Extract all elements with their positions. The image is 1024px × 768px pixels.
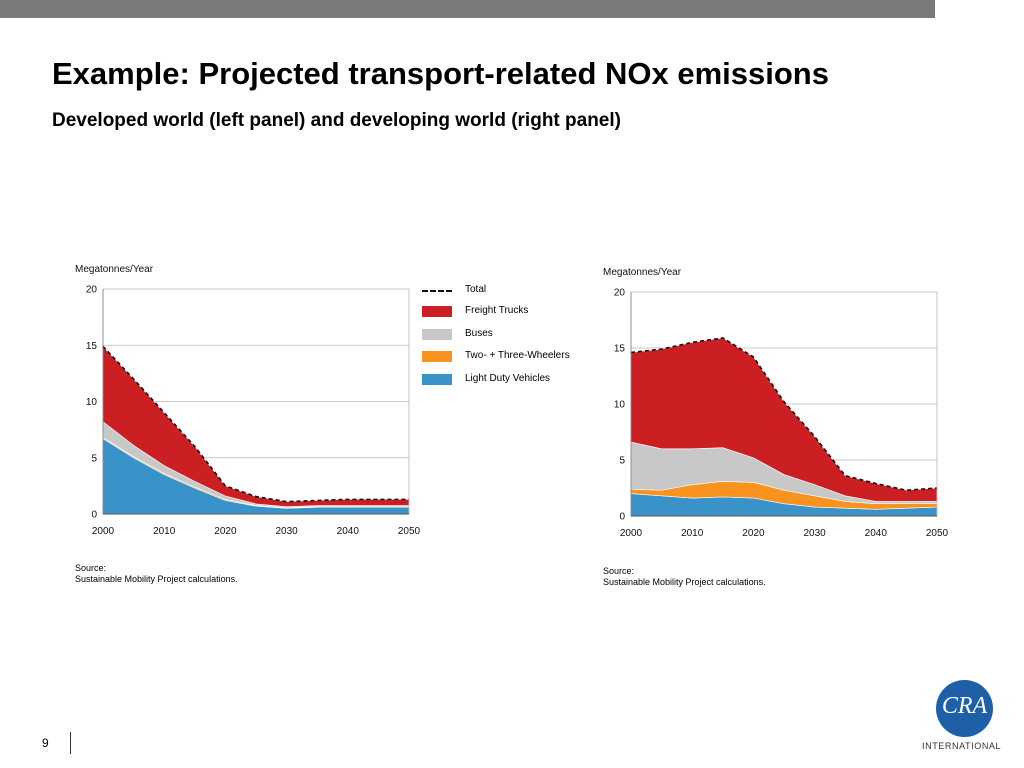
legend-item-two-three-wheelers: Two- + Three-Wheelers <box>422 350 612 364</box>
y-tick-label: 5 <box>619 456 625 467</box>
area-two-three-wheelers <box>630 480 938 510</box>
x-tick-label: 2050 <box>398 526 421 537</box>
x-tick-label: 2040 <box>337 526 360 537</box>
legend-label: Buses <box>465 328 493 339</box>
logo-mark: CRA <box>941 693 988 719</box>
cra-logo: CRA <box>936 680 993 737</box>
legend-label: Two- + Three-Wheelers <box>465 350 570 361</box>
legend-swatch-two-three-wheelers <box>422 351 452 362</box>
y-tick-label: 5 <box>91 453 97 464</box>
slide-subtitle: Developed world (left panel) and develop… <box>52 110 621 131</box>
source-note-left: Source: Sustainable Mobility Project cal… <box>75 563 238 585</box>
y-axis-label: Megatonnes/Year <box>603 267 682 278</box>
x-tick-label: 2010 <box>153 526 176 537</box>
legend-item-light-duty-vehicles: Light Duty Vehicles <box>422 373 612 387</box>
x-tick-label: 2030 <box>803 528 826 539</box>
y-tick-label: 15 <box>614 344 626 355</box>
page-number: 9 <box>42 736 49 750</box>
area-buses <box>102 421 410 509</box>
source-text: Sustainable Mobility Project calculation… <box>603 577 766 587</box>
source-note-right: Source: Sustainable Mobility Project cal… <box>603 566 766 588</box>
legend-item-freight-trucks: Freight Trucks <box>422 305 612 319</box>
y-tick-label: 0 <box>91 510 97 521</box>
source-label: Source: <box>603 566 635 576</box>
x-tick-label: 2030 <box>275 526 298 537</box>
x-tick-label: 2010 <box>681 528 704 539</box>
top-bar <box>0 0 935 18</box>
area-freight-trucks <box>102 345 410 507</box>
x-tick-label: 2020 <box>214 526 237 537</box>
legend-item-total: Total <box>422 284 612 298</box>
x-tick-label: 2000 <box>92 526 115 537</box>
y-tick-label: 0 <box>619 512 625 523</box>
y-axis-label: Megatonnes/Year <box>75 264 154 275</box>
area-two-three-wheelers <box>102 436 410 509</box>
slide-title: Example: Projected transport-related NOx… <box>52 56 829 91</box>
source-text: Sustainable Mobility Project calculation… <box>75 574 238 584</box>
x-tick-label: 2000 <box>620 528 643 539</box>
total-line <box>630 337 938 492</box>
source-label: Source: <box>75 563 107 573</box>
legend-swatch-light-duty-vehicles <box>422 374 452 385</box>
x-tick-label: 2050 <box>926 528 949 539</box>
legend-label: Light Duty Vehicles <box>465 373 551 384</box>
y-tick-label: 10 <box>86 397 98 408</box>
area-freight-trucks <box>630 337 938 502</box>
logo-caption: INTERNATIONAL <box>922 741 1002 751</box>
total-line <box>102 345 409 503</box>
legend-swatch-freight-trucks <box>422 306 452 317</box>
y-tick-label: 20 <box>86 285 98 296</box>
area-light-duty-vehicles <box>630 493 938 517</box>
legend-label: Freight Trucks <box>465 305 529 316</box>
y-tick-label: 10 <box>614 400 626 411</box>
area-buses <box>630 441 938 504</box>
legend-swatch-buses <box>422 329 452 340</box>
y-tick-label: 20 <box>614 288 626 299</box>
x-tick-label: 2040 <box>865 528 888 539</box>
y-tick-label: 15 <box>86 341 98 352</box>
legend-item-buses: Buses <box>422 328 612 342</box>
page-divider <box>70 732 71 754</box>
area-light-duty-vehicles <box>102 438 410 515</box>
legend-label: Total <box>465 284 487 295</box>
legend-swatch-total <box>422 290 452 292</box>
x-tick-label: 2020 <box>742 528 765 539</box>
